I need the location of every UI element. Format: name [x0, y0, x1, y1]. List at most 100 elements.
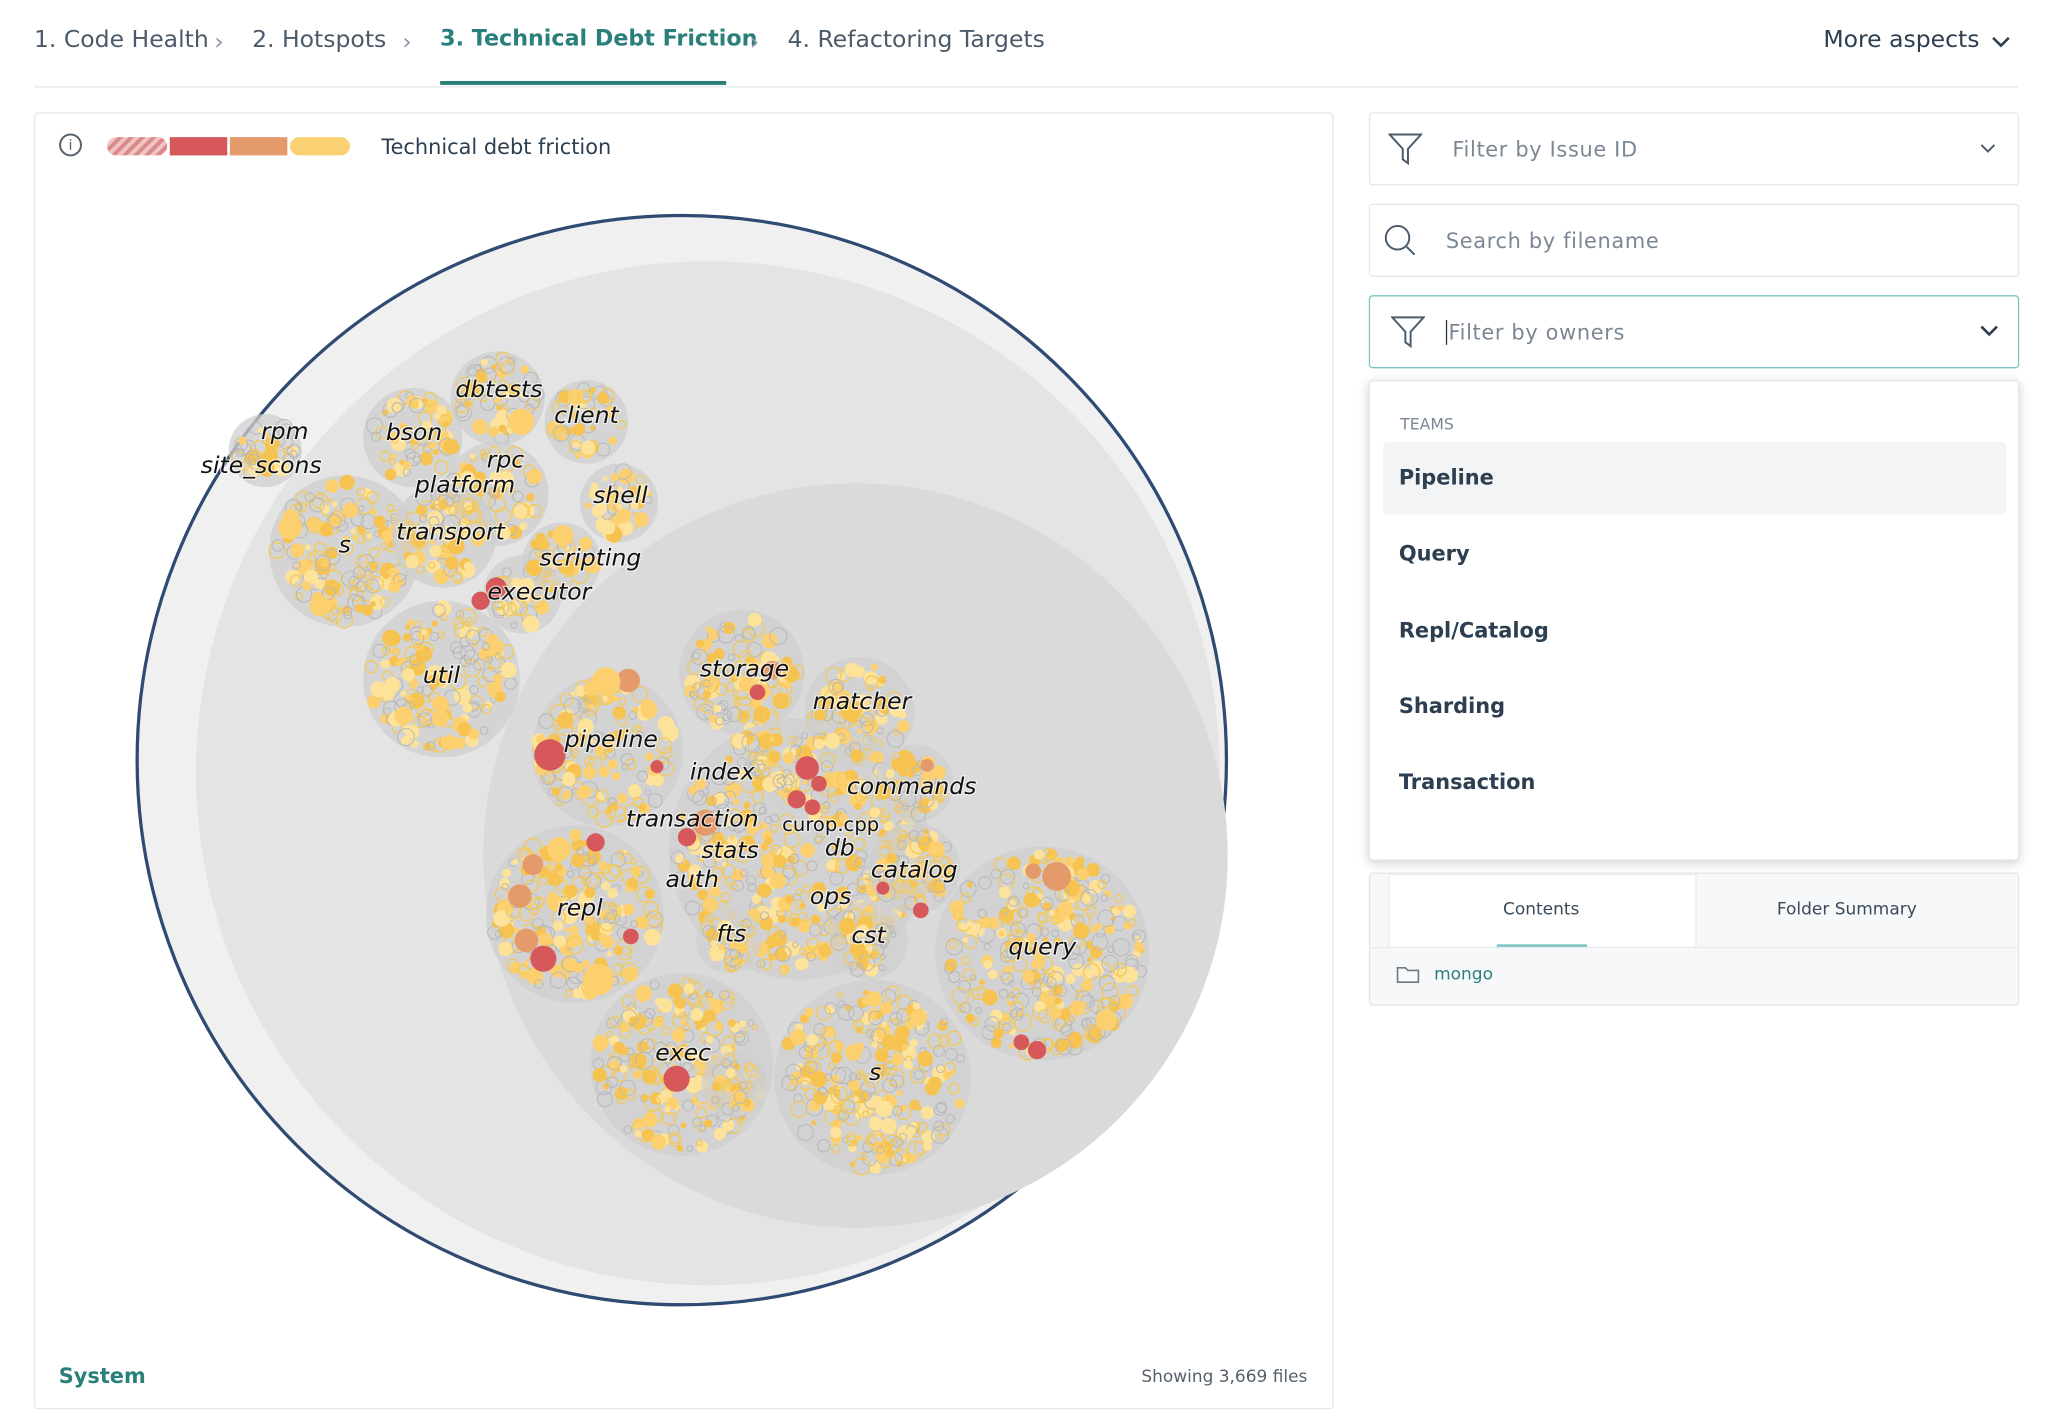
- tab[interactable]: Folder Summary: [1694, 900, 2000, 920]
- file-circle[interactable]: [714, 705, 722, 713]
- file-circle[interactable]: [481, 359, 488, 366]
- file-circle[interactable]: [620, 1065, 628, 1073]
- file-circle[interactable]: [560, 435, 566, 441]
- file-circle[interactable]: [1022, 970, 1034, 982]
- file-circle[interactable]: [651, 1135, 666, 1150]
- file-circle[interactable]: [1049, 910, 1055, 916]
- file-circle[interactable]: [470, 453, 476, 459]
- file-circle[interactable]: [788, 790, 806, 808]
- file-circle[interactable]: [370, 601, 376, 607]
- file-circle[interactable]: [881, 1118, 897, 1134]
- file-circle[interactable]: [967, 921, 973, 927]
- dropdown-item[interactable]: Transaction: [1399, 769, 1536, 794]
- file-circle[interactable]: [369, 562, 377, 570]
- file-circle[interactable]: [407, 619, 414, 626]
- file-circle[interactable]: [432, 621, 438, 627]
- file-circle[interactable]: [811, 915, 821, 925]
- file-circle[interactable]: [799, 903, 805, 909]
- file-circle[interactable]: [602, 521, 616, 535]
- file-circle[interactable]: [599, 766, 610, 777]
- file-circle[interactable]: [704, 1119, 712, 1127]
- file-circle[interactable]: [443, 439, 458, 454]
- file-circle[interactable]: [655, 998, 663, 1006]
- file-circle[interactable]: [907, 1127, 916, 1136]
- file-circle[interactable]: [810, 1071, 827, 1088]
- file-circle[interactable]: [421, 630, 427, 636]
- file-circle[interactable]: [664, 1106, 670, 1112]
- file-circle[interactable]: [590, 387, 596, 393]
- file-circle[interactable]: [498, 425, 506, 433]
- file-circle[interactable]: [623, 929, 639, 945]
- file-circle[interactable]: [901, 1045, 907, 1051]
- file-circle[interactable]: [1134, 942, 1144, 952]
- file-circle[interactable]: [728, 1019, 736, 1027]
- file-circle[interactable]: [802, 848, 811, 857]
- file-circle[interactable]: [645, 889, 655, 899]
- file-circle[interactable]: [668, 983, 683, 998]
- file-circle[interactable]: [1058, 901, 1074, 917]
- file-circle[interactable]: [870, 1095, 882, 1107]
- file-circle[interactable]: [804, 1007, 814, 1017]
- file-circle[interactable]: [1077, 868, 1089, 880]
- file-circle[interactable]: [581, 440, 595, 454]
- file-circle[interactable]: [325, 479, 339, 493]
- file-circle[interactable]: [432, 710, 449, 727]
- file-circle[interactable]: [290, 543, 304, 557]
- file-circle[interactable]: [593, 1068, 607, 1082]
- file-circle[interactable]: [583, 964, 614, 995]
- file-circle[interactable]: [910, 1009, 927, 1026]
- file-circle[interactable]: [486, 634, 499, 647]
- file-circle[interactable]: [355, 604, 364, 613]
- file-circle[interactable]: [979, 979, 985, 985]
- file-circle[interactable]: [381, 660, 390, 669]
- file-circle[interactable]: [434, 569, 450, 585]
- file-circle[interactable]: [405, 555, 418, 568]
- file-circle[interactable]: [790, 1029, 806, 1045]
- file-circle[interactable]: [613, 696, 619, 702]
- file-circle[interactable]: [599, 861, 608, 870]
- file-circle[interactable]: [608, 759, 618, 769]
- file-circle[interactable]: [680, 1019, 685, 1024]
- file-circle[interactable]: [851, 749, 864, 762]
- file-circle[interactable]: [760, 886, 768, 894]
- file-circle[interactable]: [921, 1106, 934, 1119]
- file-circle[interactable]: [769, 736, 775, 742]
- file-circle[interactable]: [853, 666, 865, 678]
- file-circle[interactable]: [515, 929, 539, 953]
- file-circle[interactable]: [553, 920, 563, 930]
- file-circle[interactable]: [965, 1014, 975, 1024]
- file-circle[interactable]: [725, 1086, 731, 1092]
- file-circle[interactable]: [795, 959, 806, 970]
- file-circle[interactable]: [339, 475, 354, 490]
- file-circle[interactable]: [565, 927, 570, 932]
- file-circle[interactable]: [1081, 980, 1093, 992]
- file-circle[interactable]: [712, 1082, 721, 1091]
- file-circle[interactable]: [495, 691, 506, 702]
- file-circle[interactable]: [575, 453, 581, 459]
- file-circle[interactable]: [601, 881, 610, 890]
- file-circle[interactable]: [612, 772, 620, 780]
- file-circle[interactable]: [1025, 863, 1041, 879]
- file-circle[interactable]: [441, 735, 457, 751]
- file-circle[interactable]: [681, 1123, 687, 1129]
- file-circle[interactable]: [573, 988, 583, 998]
- file-circle[interactable]: [534, 739, 565, 770]
- file-circle[interactable]: [315, 579, 325, 589]
- file-circle[interactable]: [1049, 1007, 1061, 1019]
- file-circle[interactable]: [634, 512, 649, 527]
- file-circle[interactable]: [442, 421, 449, 428]
- file-circle[interactable]: [464, 562, 473, 571]
- file-circle[interactable]: [569, 829, 581, 841]
- file-circle[interactable]: [684, 983, 695, 994]
- file-circle[interactable]: [302, 581, 311, 590]
- file-circle[interactable]: [854, 803, 861, 810]
- file-circle[interactable]: [635, 1130, 642, 1137]
- file-circle[interactable]: [599, 933, 608, 942]
- file-circle[interactable]: [1028, 1041, 1046, 1059]
- file-circle[interactable]: [385, 469, 397, 481]
- file-circle[interactable]: [641, 1094, 648, 1101]
- file-circle[interactable]: [403, 633, 411, 641]
- file-circle[interactable]: [642, 1069, 657, 1084]
- file-circle[interactable]: [592, 667, 621, 696]
- folder-row[interactable]: mongo: [1434, 965, 1493, 985]
